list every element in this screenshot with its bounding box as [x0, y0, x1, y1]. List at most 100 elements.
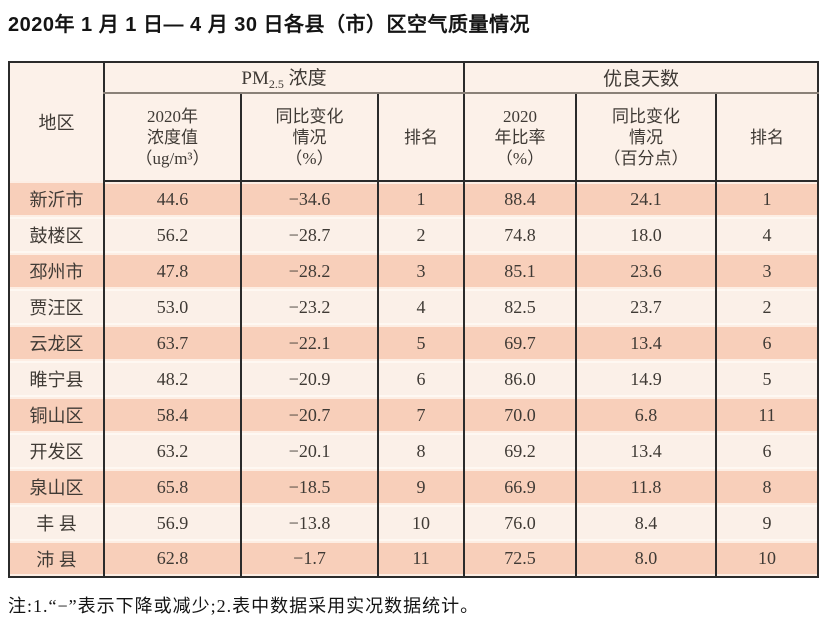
cell-good-rank: 5: [714, 361, 819, 397]
cell-good-change: 24.1: [575, 181, 716, 217]
cell-pm-change: −28.7: [240, 217, 378, 253]
cell-good-rank: 11: [714, 397, 819, 433]
cell-pm-change: −1.7: [240, 541, 378, 577]
cell-good-rank: 3: [714, 253, 819, 289]
cell-good-ratio: 86.0: [463, 361, 576, 397]
cell-pm-rank: 5: [377, 325, 464, 361]
cell-good-ratio: 88.4: [463, 181, 576, 217]
cell-region: 沛 县: [8, 541, 104, 577]
cell-pm-change: −13.8: [240, 505, 378, 541]
cell-good-rank: 6: [714, 325, 819, 361]
cell-good-ratio: 72.5: [463, 541, 576, 577]
cell-good-change: 23.7: [575, 289, 716, 325]
cell-pm-rank: 3: [377, 253, 464, 289]
cell-good-change: 14.9: [575, 361, 716, 397]
cell-pm-value: 56.2: [103, 217, 241, 253]
cell-region: 开发区: [8, 433, 104, 469]
table-row: 新沂市 44.6 −34.6 1 88.4 24.1 1: [8, 181, 819, 217]
cell-good-rank: 10: [714, 541, 819, 577]
cell-pm-value: 44.6: [103, 181, 241, 217]
cell-good-ratio: 69.7: [463, 325, 576, 361]
cell-good-ratio: 66.9: [463, 469, 576, 505]
table-row: 鼓楼区 56.2 −28.7 2 74.8 18.0 4: [8, 217, 819, 253]
table-header: 地区 PM2.5 浓度 优良天数 2020年 浓度值 （ug/m³） 同比变化 …: [8, 62, 819, 182]
cell-region: 丰 县: [8, 505, 104, 541]
cell-pm-value: 63.7: [103, 325, 241, 361]
cell-good-rank: 9: [714, 505, 819, 541]
cell-good-rank: 4: [714, 217, 819, 253]
cell-pm-value: 62.8: [103, 541, 241, 577]
cell-pm-rank: 10: [377, 505, 464, 541]
cell-pm-rank: 6: [377, 361, 464, 397]
cell-pm-value: 53.0: [103, 289, 241, 325]
air-quality-table: 地区 PM2.5 浓度 优良天数 2020年 浓度值 （ug/m³） 同比变化 …: [8, 61, 820, 578]
cell-region: 云龙区: [8, 325, 104, 361]
cell-good-change: 13.4: [575, 325, 716, 361]
cell-pm-value: 65.8: [103, 469, 241, 505]
pm25-suffix: 浓度: [283, 68, 327, 89]
table-row: 邳州市 47.8 −28.2 3 85.1 23.6 3: [8, 253, 819, 289]
cell-pm-change: −20.1: [240, 433, 378, 469]
cell-pm-change: −20.7: [240, 397, 378, 433]
cell-good-rank: 6: [714, 433, 819, 469]
table-row: 贾汪区 53.0 −23.2 4 82.5 23.7 2: [8, 289, 819, 325]
group-header-good-days: 优良天数: [462, 62, 819, 94]
cell-pm-rank: 4: [377, 289, 464, 325]
cell-region: 铜山区: [8, 397, 104, 433]
page-title: 2020年 1 月 1 日— 4 月 30 日各县（市）区空气质量情况: [8, 14, 531, 36]
table-row: 沛 县 62.8 −1.7 11 72.5 8.0 10: [8, 541, 819, 577]
cell-good-ratio: 74.8: [463, 217, 576, 253]
cell-region: 鼓楼区: [8, 217, 104, 253]
col-header-pm-value: 2020年 浓度值 （ug/m³）: [103, 93, 241, 182]
cell-region: 新沂市: [8, 181, 104, 217]
cell-good-ratio: 76.0: [463, 505, 576, 541]
cell-pm-change: −18.5: [240, 469, 378, 505]
cell-pm-rank: 8: [377, 433, 464, 469]
cell-pm-change: −23.2: [240, 289, 378, 325]
group-header-pm25: PM2.5 浓度: [103, 62, 464, 94]
cell-pm-change: −20.9: [240, 361, 378, 397]
table-row: 铜山区 58.4 −20.7 7 70.0 6.8 11: [8, 397, 819, 433]
cell-pm-value: 63.2: [103, 433, 241, 469]
cell-pm-rank: 1: [377, 181, 464, 217]
sub-header-row: 2020年 浓度值 （ug/m³） 同比变化 情况 （%） 排名 2020 年比…: [9, 93, 819, 182]
cell-region: 睢宁县: [8, 361, 104, 397]
cell-good-change: 8.4: [575, 505, 716, 541]
cell-pm-change: −34.6: [240, 181, 378, 217]
cell-pm-rank: 9: [377, 469, 464, 505]
table-row: 睢宁县 48.2 −20.9 6 86.0 14.9 5: [8, 361, 819, 397]
cell-good-rank: 8: [714, 469, 819, 505]
col-header-good-rank: 排名: [714, 93, 819, 182]
cell-region: 贾汪区: [8, 289, 104, 325]
table-row: 泉山区 65.8 −18.5 9 66.9 11.8 8: [8, 469, 819, 505]
cell-pm-value: 47.8: [103, 253, 241, 289]
cell-good-rank: 1: [714, 181, 819, 217]
pm25-subscript: 2.5: [268, 77, 284, 91]
pm25-prefix: PM: [241, 68, 269, 89]
cell-good-ratio: 69.2: [463, 433, 576, 469]
cell-pm-value: 56.9: [103, 505, 241, 541]
cell-region: 泉山区: [8, 469, 104, 505]
cell-region: 邳州市: [8, 253, 104, 289]
cell-good-change: 11.8: [575, 469, 716, 505]
cell-pm-rank: 11: [377, 541, 464, 577]
col-header-good-ratio: 2020 年比率 （%）: [463, 93, 576, 182]
group-header-row: 地区 PM2.5 浓度 优良天数: [8, 62, 819, 181]
cell-pm-rank: 2: [377, 217, 464, 253]
cell-good-ratio: 82.5: [463, 289, 576, 325]
cell-good-ratio: 85.1: [463, 253, 576, 289]
table-row: 云龙区 63.7 −22.1 5 69.7 13.4 6: [8, 325, 819, 361]
footnote: 注:1.“−”表示下降或减少;2.表中数据采用实况数据统计。: [8, 596, 480, 616]
cell-good-change: 8.0: [575, 541, 716, 577]
cell-pm-value: 48.2: [103, 361, 241, 397]
cell-pm-rank: 7: [377, 397, 464, 433]
cell-good-change: 23.6: [575, 253, 716, 289]
cell-good-change: 13.4: [575, 433, 716, 469]
cell-pm-change: −22.1: [240, 325, 378, 361]
table-row: 丰 县 56.9 −13.8 10 76.0 8.4 9: [8, 505, 819, 541]
col-header-good-change: 同比变化 情况 （百分点）: [575, 93, 716, 182]
cell-good-change: 6.8: [575, 397, 716, 433]
cell-pm-change: −28.2: [240, 253, 378, 289]
table-row: 开发区 63.2 −20.1 8 69.2 13.4 6: [8, 433, 819, 469]
